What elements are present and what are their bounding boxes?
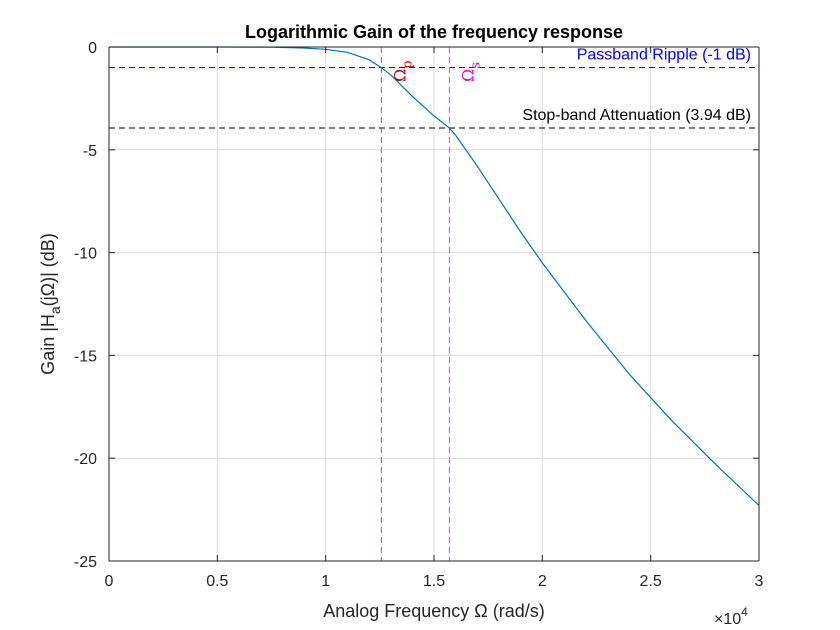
x-tick-label: 1 [321, 573, 330, 590]
x-tick-label: 0.5 [206, 573, 228, 590]
x-exponent-base: ×10 [714, 611, 741, 628]
y-tick-label: -15 [74, 348, 97, 365]
reference-lines-layer [109, 47, 759, 561]
x-tick-label: 2 [538, 573, 547, 590]
y-tick-label: -20 [74, 451, 97, 468]
y-tick-label: 0 [88, 40, 97, 57]
reference-line-label: Stop-band Attenuation (3.94 dB) [522, 107, 751, 124]
frequency-marker-label: Ωp [390, 60, 415, 82]
x-tick-label: 2.5 [640, 573, 662, 590]
y-tick-label: -25 [74, 554, 97, 571]
omega-symbol: Ω [458, 69, 477, 82]
reference-line-label: Passband Ripple (-1 dB) [577, 47, 751, 64]
chart-title: Logarithmic Gain of the frequency respon… [245, 22, 623, 42]
y-axis-label-main: Gain |H [38, 314, 58, 375]
x-tick-label: 1.5 [423, 573, 445, 590]
frequency-marker-label: Ωs [458, 62, 483, 82]
tick-labels-layer: 0 0.5 1 1.5 2 2.5 3 0 -5 -10 -15 -20 -25 [74, 40, 764, 590]
y-axis-label: Gain |Ha(jΩ)| (dB) [38, 233, 63, 375]
axes-layer [108, 46, 760, 562]
annotations-layer: Passband Ripple (-1 dB) Stop-band Attenua… [390, 47, 751, 124]
x-tick-label: 0 [105, 573, 114, 590]
omega-subscript: p [400, 60, 415, 68]
y-axis-label-rest: (jΩ)| (dB) [38, 233, 58, 306]
omega-subscript: s [468, 62, 483, 69]
omega-symbol: Ω [390, 69, 409, 82]
x-tick-label: 3 [755, 573, 764, 590]
x-axis-label: Analog Frequency Ω (rad/s) [323, 601, 545, 621]
gain-curve-line [109, 46, 760, 506]
x-exponent-power: 4 [741, 605, 748, 619]
y-axis-label-subscript: a [47, 306, 63, 314]
x-axis-exponent: ×104 [714, 605, 748, 628]
y-tick-label: -10 [74, 246, 97, 263]
y-tick-label: -5 [83, 143, 97, 160]
series-layer [109, 46, 760, 506]
grid-layer [109, 47, 759, 561]
